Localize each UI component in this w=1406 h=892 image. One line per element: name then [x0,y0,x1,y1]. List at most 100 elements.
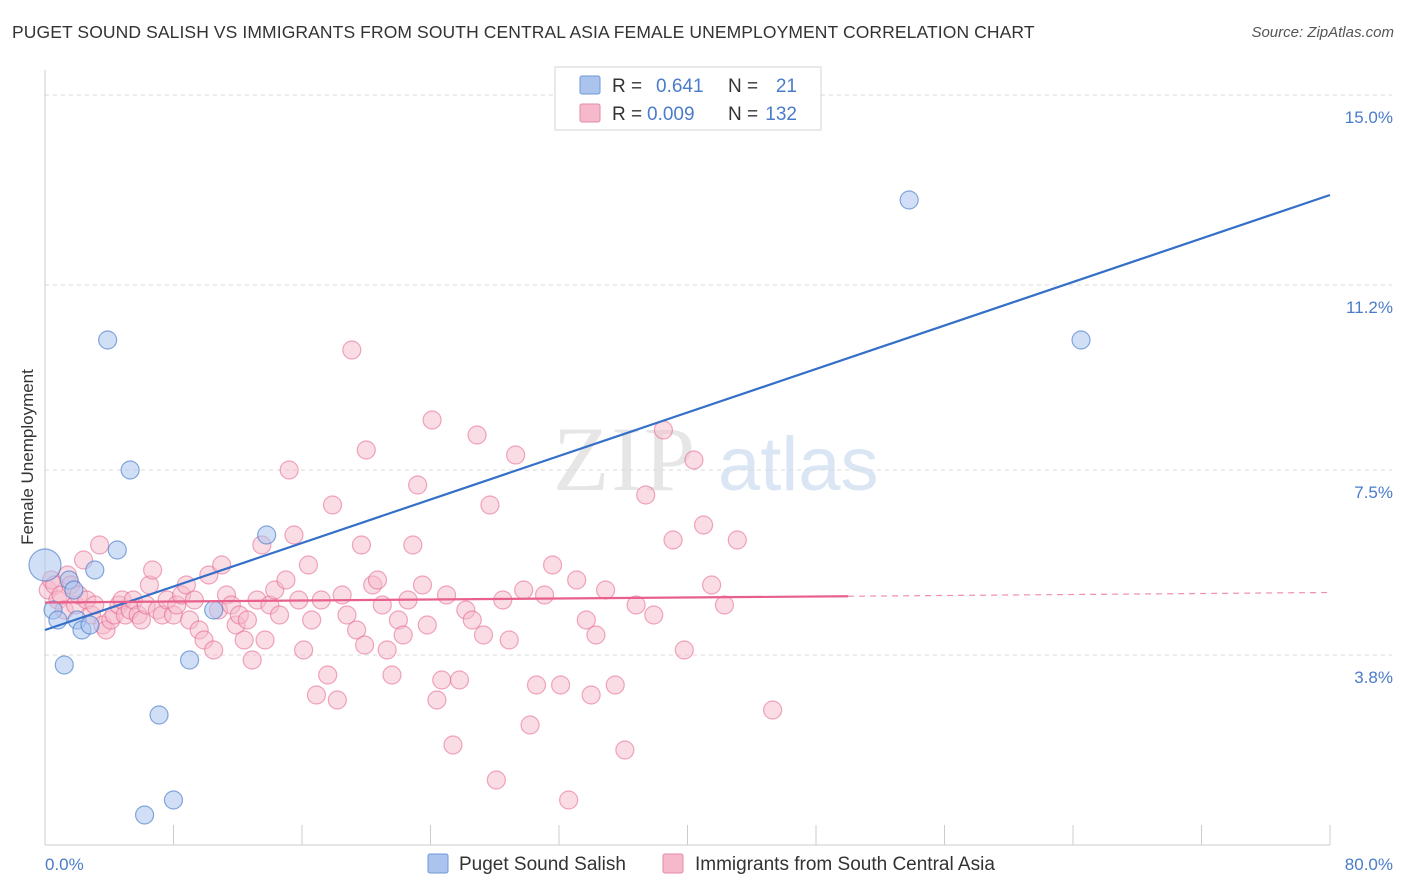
blue-point [149,705,169,725]
blue-point [163,790,184,810]
blue-point [134,805,155,825]
pink-point [237,610,257,630]
legend-swatch-blue [579,75,601,95]
axis-layer: 3.8% 7.5% 11.2% 15.0% 0.0% 80.0% [44,70,1393,874]
pink-point [506,445,526,465]
y-tick-label: 15.0% [1345,108,1393,127]
blue-point [54,655,74,675]
pink-point [403,535,423,555]
pink-point [551,675,571,695]
pink-points-layer [38,340,783,810]
grid-layer [45,94,1392,656]
bottom-legend: Puget Sound Salish Immigrants from South… [427,853,995,875]
legend-swatch-pink [579,103,601,123]
bottom-legend-label-blue: Puget Sound Salish [459,854,626,875]
pink-point [674,640,694,660]
pink-point [542,555,563,575]
pink-point [204,640,224,660]
pink-point [526,675,547,695]
blue-point [28,548,62,582]
bottom-legend-label-pink: Immigrants from South Central Asia [695,854,995,875]
pink-point [443,735,463,755]
pink-point [417,615,437,635]
pink-point [279,460,299,480]
pink-point [427,690,447,710]
pink-trend-line-dashed [848,591,1331,597]
pink-point [327,690,347,710]
legend-box: R = 0.641 N = 21 R = 0.009 N = 132 [554,66,822,131]
legend-r-label-0: R = [612,76,642,97]
pink-point [693,515,714,535]
pink-point [449,670,470,690]
y-tick-label: 7.5% [1354,483,1393,502]
pink-point [347,620,367,640]
pink-point [351,535,372,555]
y-tick-label: 3.8% [1354,668,1393,687]
pink-point [595,580,616,600]
pink-point [480,495,500,515]
pink-point [355,635,375,655]
blue-point [98,330,118,350]
pink-point [302,610,322,630]
pink-point [318,665,338,685]
pink-point [663,530,683,550]
pink-point [727,530,747,550]
bottom-legend-swatch-pink [662,853,684,874]
pink-point [520,715,540,735]
blue-point [85,560,105,580]
pink-point [432,670,452,690]
pink-point [90,535,110,555]
pink-point [462,610,482,630]
pink-point [701,575,722,595]
blue-points-layer [28,190,1091,825]
pink-point [298,555,319,575]
pink-point [242,650,262,670]
pink-point [586,625,606,645]
pink-point [356,440,376,460]
pink-point [763,700,783,720]
pink-point [436,585,457,605]
pink-point [684,450,704,470]
pink-point [184,590,204,610]
pink-point [644,605,664,625]
pink-point [408,475,428,495]
pink-point [234,630,254,650]
pink-point [255,630,275,650]
pink-point [382,665,402,685]
pink-point [377,640,397,660]
blue-point [80,615,100,635]
pink-point [337,605,357,625]
pink-point [576,610,596,630]
pink-point [486,770,506,790]
watermark-zip: ZIP [553,408,697,510]
watermark-atlas: atlas [718,422,879,507]
bottom-legend-swatch-blue [427,853,449,874]
pink-point [306,685,327,705]
pink-point [294,640,314,660]
pink-point [567,570,587,590]
legend-n-label-0: N = [728,76,758,97]
blue-point [204,600,224,620]
blue-point [1071,330,1091,350]
x-tick-label-min: 0.0% [45,855,84,874]
pink-point [499,630,519,650]
legend-r-value-0: 0.641 [656,76,704,97]
pink-point [269,605,290,625]
pink-point [615,740,635,760]
pink-point [581,685,601,705]
legend-r-value-1: 0.009 [647,104,695,125]
pink-trend-line-solid [44,595,849,604]
legend-n-value-1: 132 [765,104,797,125]
pink-point [514,580,534,600]
y-tick-label: 11.2% [1346,298,1393,317]
pink-point [143,560,163,580]
chart-title: PUGET SOUND SALISH VS IMMIGRANTS FROM SO… [12,22,1035,42]
pink-point [559,790,579,810]
pink-point [284,525,304,545]
pink-point [473,625,494,645]
trend-layer [44,193,1331,632]
y-axis-title: Female Unemployment [18,369,37,545]
pink-point [626,595,646,615]
pink-point [605,675,625,695]
